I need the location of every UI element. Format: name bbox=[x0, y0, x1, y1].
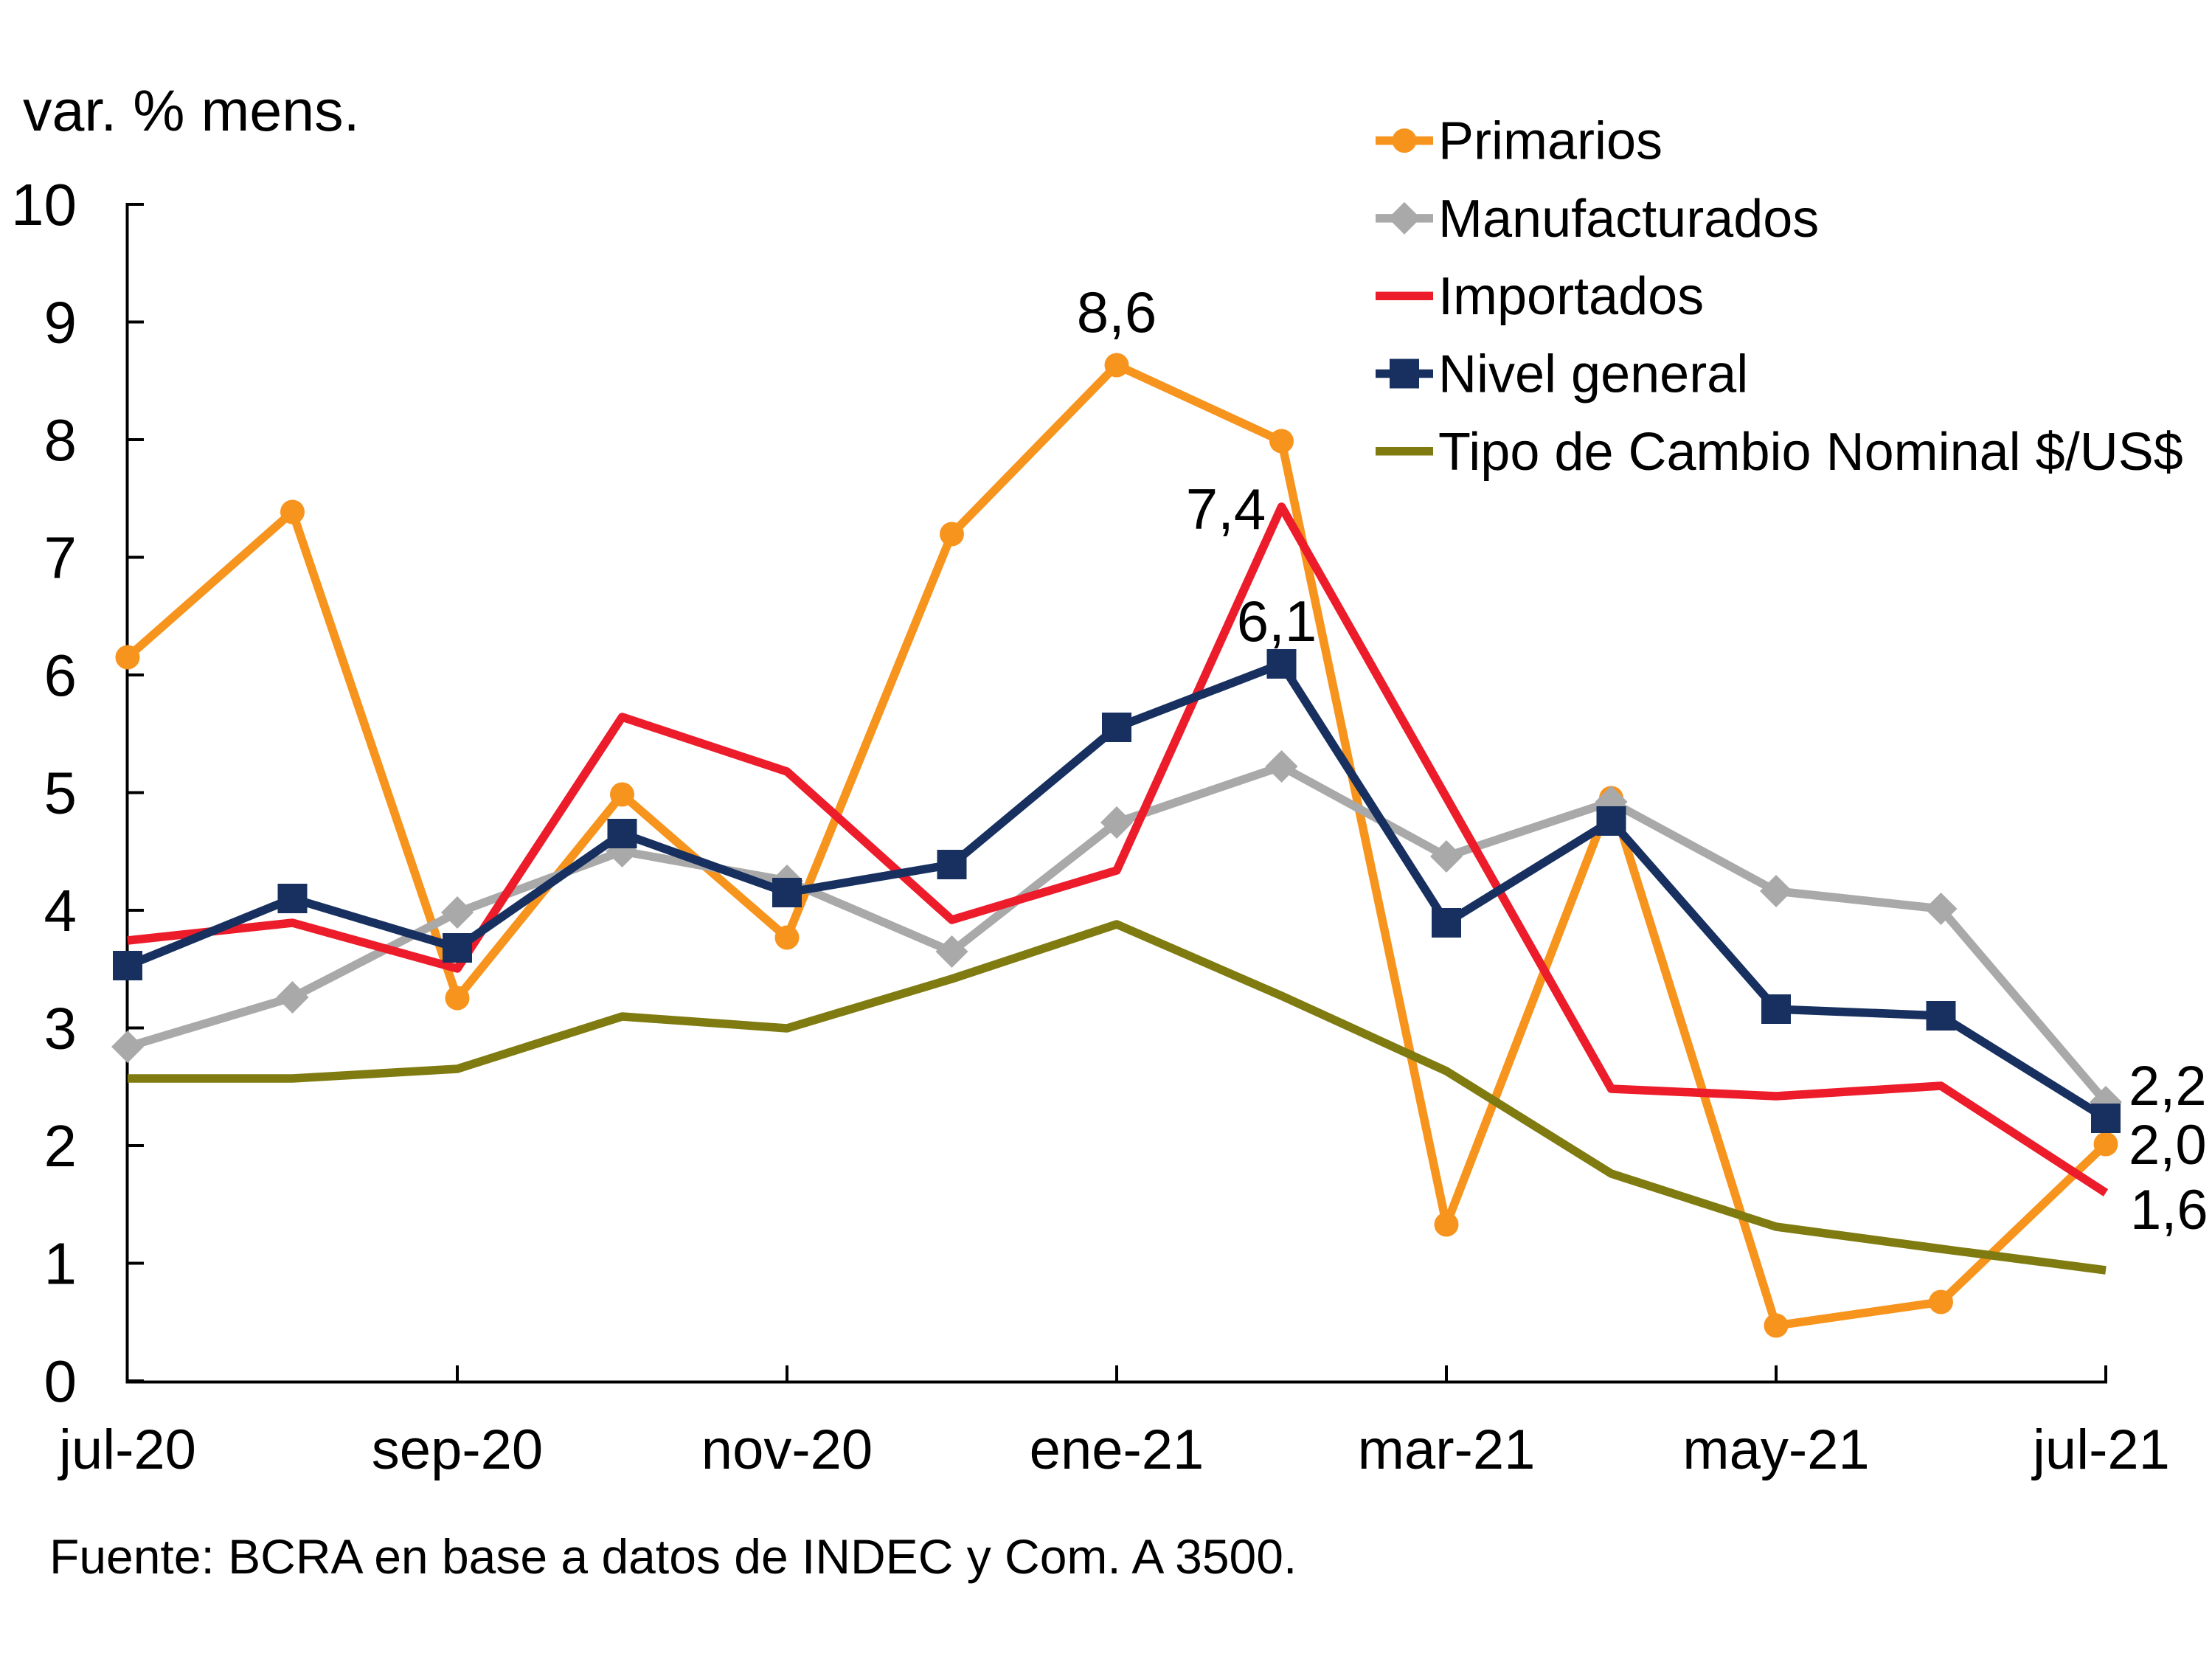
svg-text:1,6: 1,6 bbox=[2130, 1179, 2208, 1241]
svg-text:mar-21: mar-21 bbox=[1358, 1419, 1536, 1481]
svg-text:2,0: 2,0 bbox=[2129, 1114, 2207, 1177]
svg-text:5: 5 bbox=[44, 761, 77, 826]
svg-text:8,6: 8,6 bbox=[1077, 280, 1157, 344]
svg-text:6: 6 bbox=[44, 643, 77, 708]
svg-text:sep-20: sep-20 bbox=[372, 1419, 543, 1481]
svg-text:var. % mens.: var. % mens. bbox=[23, 77, 360, 143]
svg-text:2,2: 2,2 bbox=[2129, 1055, 2207, 1118]
svg-text:7: 7 bbox=[44, 525, 77, 591]
svg-text:may-21: may-21 bbox=[1682, 1419, 1869, 1481]
svg-text:Primarios: Primarios bbox=[1438, 112, 1663, 171]
svg-text:1: 1 bbox=[44, 1231, 77, 1297]
svg-text:6,1: 6,1 bbox=[1237, 589, 1317, 654]
svg-text:2: 2 bbox=[44, 1113, 77, 1179]
svg-text:10: 10 bbox=[11, 172, 77, 238]
svg-text:7,4: 7,4 bbox=[1186, 477, 1266, 541]
svg-text:jul-20: jul-20 bbox=[58, 1419, 196, 1481]
svg-text:Importados: Importados bbox=[1438, 267, 1704, 326]
svg-text:jul-21: jul-21 bbox=[2031, 1419, 2170, 1481]
svg-text:3: 3 bbox=[44, 996, 77, 1061]
svg-text:8: 8 bbox=[44, 407, 77, 473]
svg-text:nov-20: nov-20 bbox=[701, 1419, 873, 1481]
svg-text:Fuente: BCRA en base a datos d: Fuente: BCRA en base a datos de INDEC y … bbox=[49, 1529, 1297, 1584]
svg-text:ene-21: ene-21 bbox=[1030, 1419, 1204, 1481]
svg-text:Manufacturados: Manufacturados bbox=[1438, 190, 1819, 249]
svg-text:4: 4 bbox=[44, 878, 77, 943]
svg-text:0: 0 bbox=[44, 1348, 77, 1414]
svg-text:Tipo de Cambio Nominal $/US$: Tipo de Cambio Nominal $/US$ bbox=[1438, 423, 2183, 482]
svg-text:Nivel general: Nivel general bbox=[1438, 345, 1748, 404]
svg-text:9: 9 bbox=[44, 290, 77, 356]
